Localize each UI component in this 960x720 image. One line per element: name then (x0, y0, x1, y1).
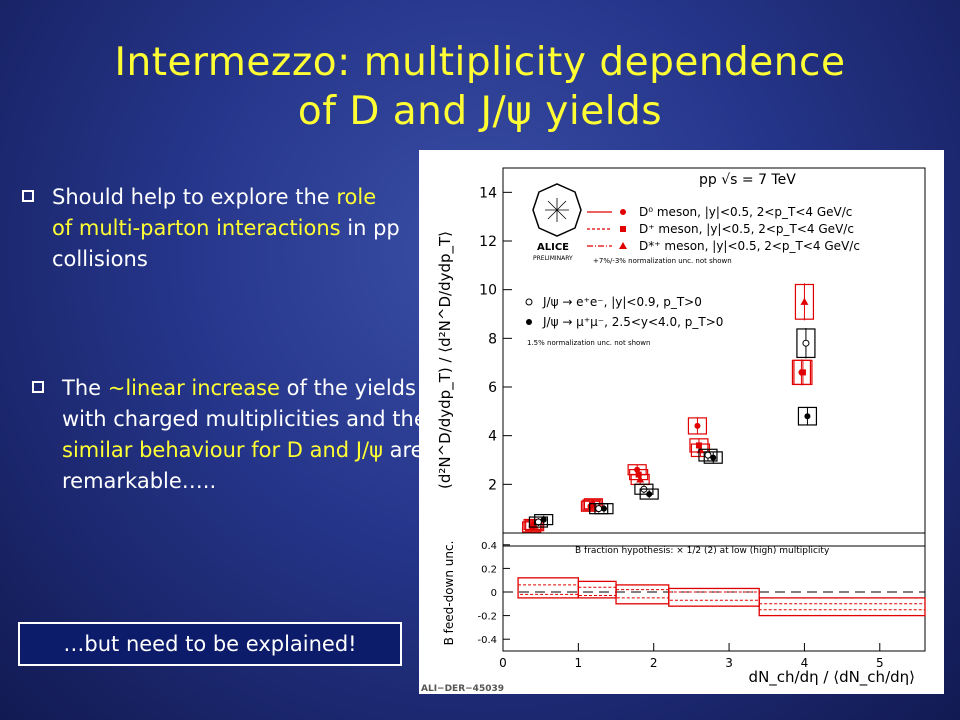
y-axis-label-top: (d²N^D/dydp_T) / ⟨d²N^D/dydp_T⟩ (436, 231, 455, 489)
legend-dstar: D*⁺ meson, |y|<0.5, 2<p_T<4 GeV/c (639, 239, 860, 253)
point-1-4 (799, 369, 806, 376)
point-2-4 (800, 297, 809, 305)
bullet1-highlight: role of multi-parton interactions (52, 185, 377, 240)
point-4-0 (540, 516, 547, 523)
top-frame (502, 167, 926, 547)
syst-box-1-1 (582, 499, 602, 511)
band-inner-0 (517, 584, 579, 595)
point-2-2 (636, 475, 645, 483)
legend-d-note: +7%/-3% normalization unc. not shown (593, 257, 732, 265)
band-inner-1 (577, 586, 617, 597)
point-1-3 (695, 442, 702, 449)
x-axis-label: dN_ch/dη / ⟨dN_ch/dη⟩ (749, 668, 915, 687)
bullet2-text-pre: The (62, 376, 108, 400)
y-tick-label-bottom-1: -0.2 (477, 612, 497, 623)
checkbox-bullet-icon (22, 190, 34, 202)
band-inner-4 (758, 603, 926, 611)
band-outer-2 (615, 584, 670, 605)
point-3-3 (704, 451, 712, 459)
y-tick-label-top-5: 12 (479, 234, 497, 250)
legend-dplus: D⁺ meson, |y|<0.5, 2<p_T<4 GeV/c (639, 222, 854, 236)
callout-box: …but need to be explained! (18, 622, 402, 666)
logo-alice: ALICE (537, 242, 569, 253)
point-4-3 (710, 454, 717, 461)
y-tick-label-top-3: 8 (488, 331, 497, 347)
point-4-2 (646, 491, 653, 498)
x-tick-label-4: 4 (801, 656, 809, 670)
band-inner-2 (615, 589, 670, 599)
band-outer-4 (758, 597, 926, 617)
point-3-1 (595, 505, 603, 513)
band-inner-3 (668, 591, 760, 601)
logo-preliminary: PRELIMINARY (533, 255, 573, 262)
band-outer-3 (668, 587, 760, 607)
x-tick-label-5: 5 (876, 656, 884, 670)
syst-box-4-1 (594, 503, 614, 515)
y-tick-label-bottom-4: 0.4 (481, 541, 497, 552)
syst-box-4-2 (639, 488, 659, 500)
watermark: ALI−DER−45039 (421, 684, 504, 694)
bullet1-text-pre: Should help to explore the (52, 185, 337, 209)
y-tick-label-top-0: 2 (488, 477, 497, 493)
y-axis-label-bottom: B feed-down unc. (442, 541, 456, 646)
point-4-4 (804, 413, 811, 420)
legend: pp √s = 7 TeV D⁰ meson, |y|<0.5, 2<p_T<4… (525, 172, 860, 556)
x-tick-label-3: 3 (725, 656, 733, 670)
y-tick-label-top-1: 4 (488, 429, 497, 445)
y-tick-label-bottom-2: 0 (491, 588, 497, 599)
bfeed-bands (517, 577, 926, 617)
slide-title-line2: of D and J/ψ yields (297, 89, 663, 134)
bullet2-highlight-2: similar behaviour for D and J/ψ (62, 438, 383, 462)
x-tick-label-0: 0 (499, 656, 507, 670)
x-tick-label-1: 1 (575, 656, 583, 670)
syst-box-4-0 (534, 514, 554, 526)
checkbox-bullet-icon (32, 381, 44, 393)
alice-plot: 0 1 2 3 4 5 2 4 6 8 10 12 14 -0.4 -0.2 0 0.2 0.4 ALICE PR… (419, 150, 944, 694)
legend-title: pp √s = 7 TeV (699, 172, 796, 188)
data-points (522, 283, 818, 533)
band-outer-0 (517, 577, 580, 599)
legend-d0: D⁰ meson, |y|<0.5, 2<p_T<4 GeV/c (639, 205, 852, 219)
bullet1-text-post: in pp collisions (52, 216, 400, 271)
alice-logo: ALICE PRELIMINARY (532, 183, 582, 262)
y-tick-label-top-4: 10 (479, 283, 497, 299)
bullet-mpi: Should help to explore the role of multi… (22, 182, 402, 275)
y-tick-label-top-2: 6 (488, 380, 497, 396)
slide-title-line1: Intermezzo: multiplicity dependence (114, 40, 846, 85)
point-3-4 (802, 339, 810, 347)
point-4-1 (600, 505, 607, 512)
legend-jpsi-ee: J/ψ → e⁺e⁻, |y|<0.9, p_T>0 (542, 295, 702, 309)
legend-jpsi-note: 1.5% normalization unc. not shown (527, 339, 650, 347)
y-tick-label-top-6: 14 (479, 185, 497, 201)
bullet2-text-post: are remarkable….. (62, 438, 424, 493)
point-0-3 (694, 422, 701, 429)
y-tick-label-bottom-3: 0.2 (481, 564, 497, 575)
legend-jpsi-mumu: J/ψ → μ⁺μ⁻, 2.5<y<4.0, p_T>0 (542, 315, 723, 329)
bullet2-text-mid: of the yields with charged multiplicitie… (62, 376, 427, 431)
bottom-note: B fraction hypothesis: × 1/2 (2) at low … (575, 546, 830, 556)
bullet2-highlight-1: ~linear increase (107, 376, 280, 400)
bullet-linear-increase: The ~linear increase of the yields with … (32, 373, 432, 497)
x-tick-label-2: 2 (650, 656, 658, 670)
syst-box-3-0 (528, 516, 549, 528)
y-tick-label-bottom-0: -0.4 (477, 635, 497, 646)
